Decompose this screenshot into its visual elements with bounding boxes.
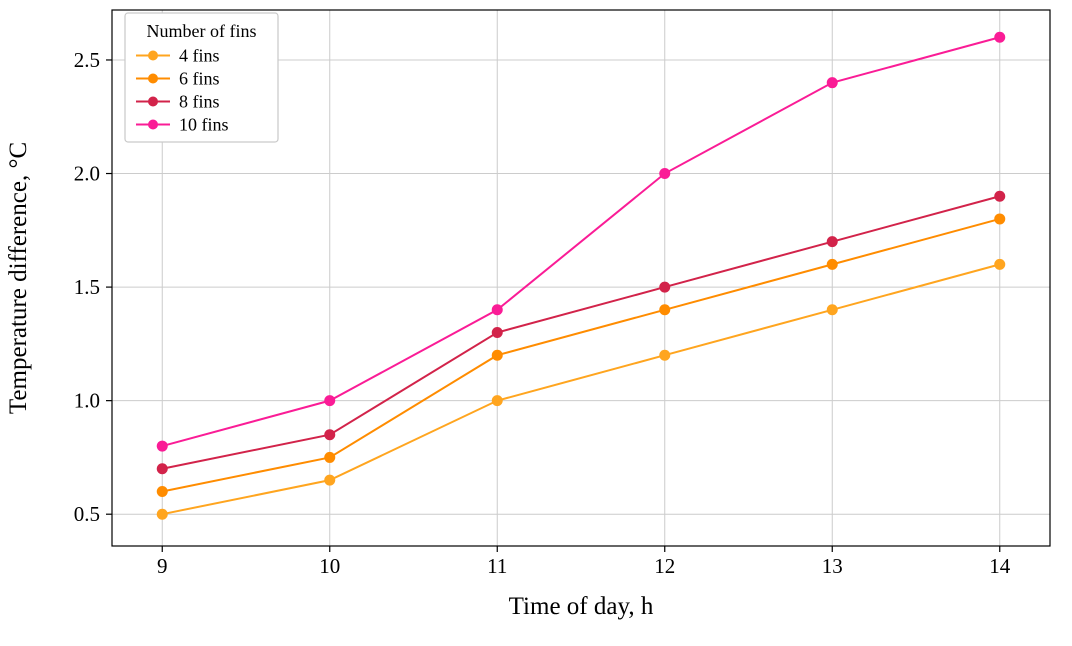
data-point-marker	[659, 281, 671, 293]
data-point-marker	[324, 429, 336, 441]
data-point-marker	[826, 236, 838, 248]
data-point-marker	[659, 349, 671, 361]
data-series-layer	[156, 31, 1006, 520]
series-line-8-fins	[162, 195, 1001, 470]
legend-label: 4 fins	[179, 46, 220, 66]
data-point-marker	[659, 168, 671, 180]
data-point-marker	[491, 304, 503, 316]
plot-border	[111, 9, 1051, 547]
legend-label: 6 fins	[179, 69, 220, 89]
legend-swatch-marker	[148, 96, 158, 107]
y-tick-label: 1.0	[74, 389, 100, 413]
series-line-4-fins	[162, 263, 1001, 516]
data-point-marker	[324, 474, 336, 486]
data-point-marker	[826, 304, 838, 316]
data-point-marker	[994, 190, 1006, 202]
x-tick-label: 11	[487, 554, 507, 578]
legend-label: 10 fins	[179, 115, 229, 135]
legend-swatch-marker	[148, 119, 158, 130]
data-point-marker	[994, 213, 1006, 225]
x-tick-label: 10	[319, 554, 340, 578]
data-point-marker	[994, 258, 1006, 270]
x-tick-label: 14	[989, 554, 1011, 578]
data-point-marker	[324, 451, 336, 463]
y-axis-label: Temperature difference, °C	[5, 142, 32, 414]
x-tick-label: 13	[822, 554, 843, 578]
data-point-marker	[826, 258, 838, 270]
series-line-6-fins	[162, 217, 1001, 493]
y-tick-label: 2.0	[74, 162, 100, 186]
data-point-marker	[156, 440, 168, 452]
x-tick-label: 9	[157, 554, 168, 578]
y-tick-label: 2.5	[74, 48, 100, 72]
series-line-10-fins	[161, 36, 1001, 448]
x-tick-label: 12	[654, 554, 675, 578]
legend-title: Number of fins	[147, 21, 257, 41]
y-tick-label: 0.5	[74, 502, 100, 526]
axes-layer: 9 10 11 12 13 14 0.5 1.0 1.5 2.0 2.5	[74, 9, 1051, 578]
data-point-marker	[491, 395, 503, 407]
legend: Number of fins 4 fins 6 fins 8 fins 10 fins	[124, 12, 279, 143]
data-point-marker	[491, 327, 503, 339]
data-point-marker	[659, 304, 671, 316]
legend-label: 8 fins	[179, 92, 220, 112]
legend-swatch-marker	[148, 50, 158, 61]
legend-swatch-marker	[148, 73, 158, 84]
data-point-marker	[156, 508, 168, 520]
data-point-marker	[491, 349, 503, 361]
data-point-marker	[994, 31, 1006, 43]
legend-box	[124, 12, 279, 143]
y-tick-label: 1.5	[74, 275, 100, 299]
data-point-marker	[324, 395, 336, 407]
data-point-marker	[156, 485, 168, 497]
x-axis-label: Time of day, h	[509, 593, 654, 620]
data-point-marker	[156, 463, 168, 475]
data-point-marker	[826, 77, 838, 89]
